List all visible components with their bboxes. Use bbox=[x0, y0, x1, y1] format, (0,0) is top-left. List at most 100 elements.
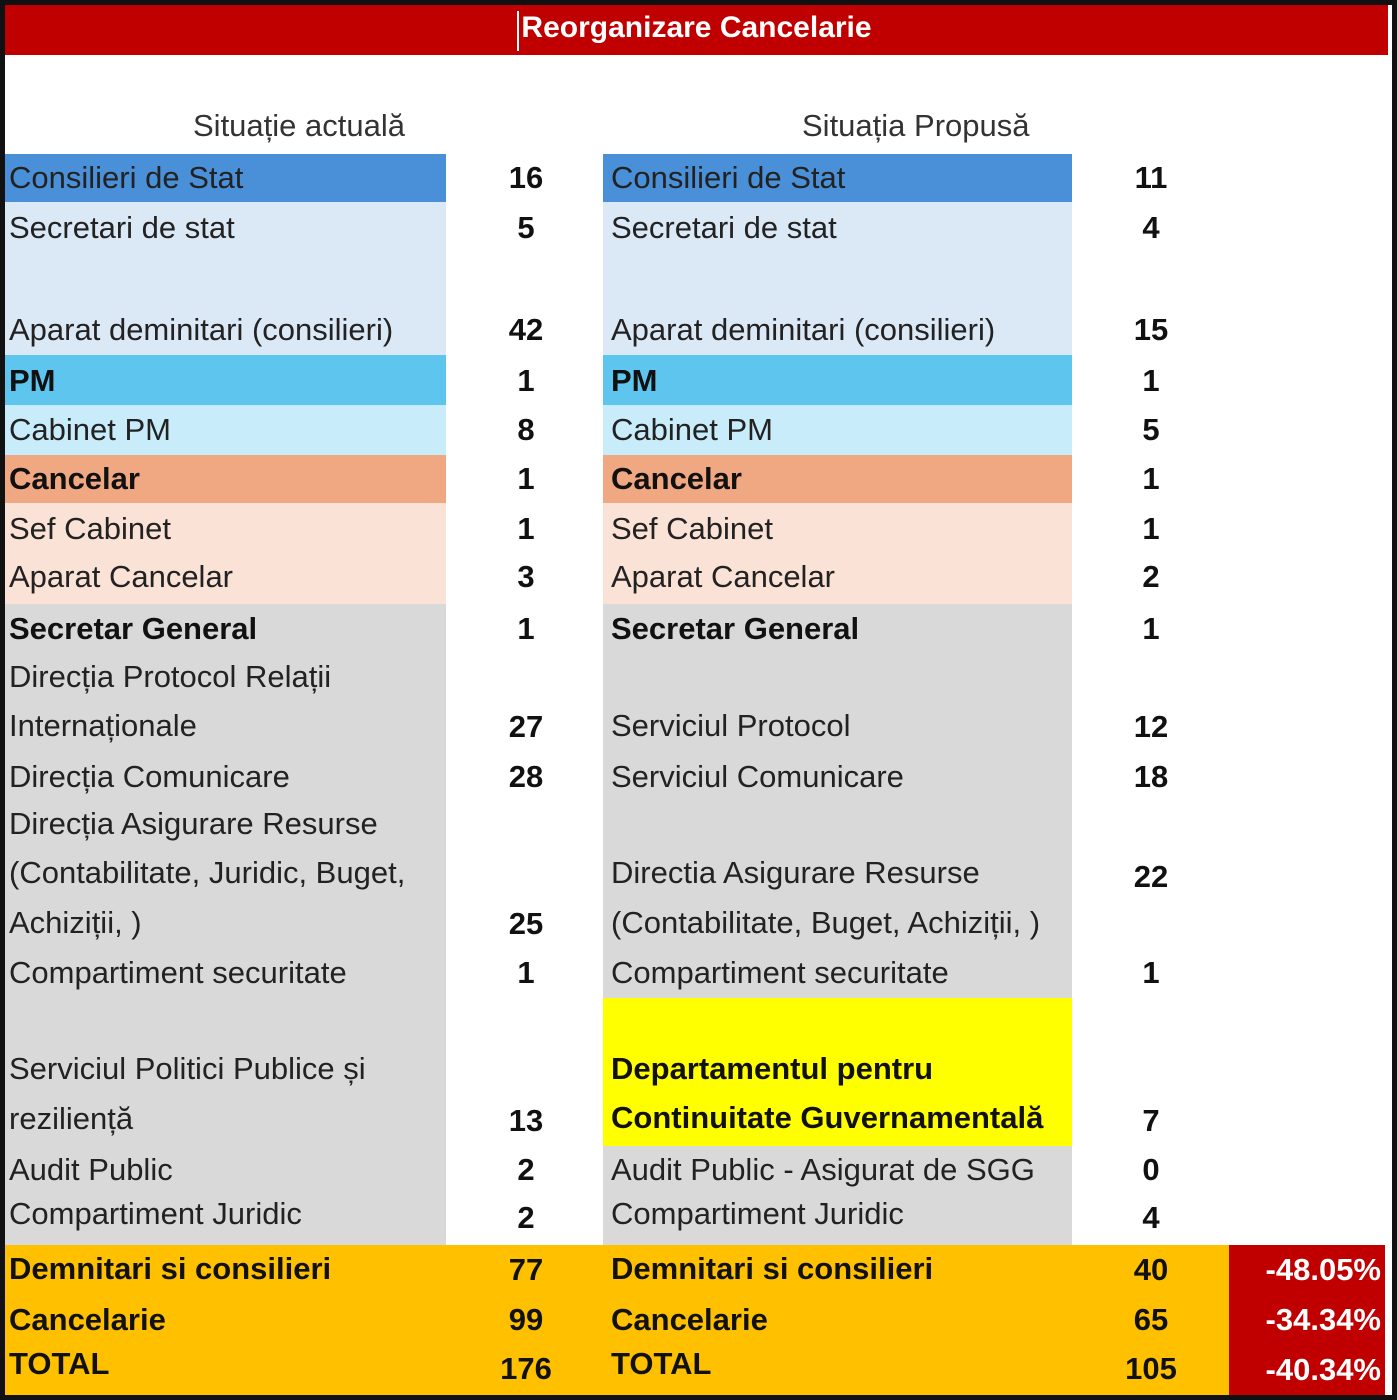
proposed-cancelar-value: 1 bbox=[1142, 461, 1160, 496]
current-aparat-label: Aparat deminitari (consilieri) bbox=[9, 312, 394, 347]
current-audit-value: 2 bbox=[517, 1152, 535, 1187]
bg-proposed-consilieri bbox=[603, 154, 1072, 202]
current-aparat-cancelar-label: Aparat Cancelar bbox=[9, 559, 234, 594]
current-aparat-value: 42 bbox=[508, 312, 544, 347]
current-cancelar-label: Cancelar bbox=[9, 461, 140, 496]
proposed-sg-value: 1 bbox=[1142, 611, 1160, 646]
proposed-consilieri-label: Consilieri de Stat bbox=[611, 160, 846, 195]
current-resurse-label-1: Direcția Asigurare Resurse bbox=[9, 806, 378, 841]
proposed-aparat-value: 15 bbox=[1133, 312, 1169, 347]
total-cancelarie-proposed-label: Cancelarie bbox=[611, 1302, 768, 1337]
total-total-proposed-value: 105 bbox=[1125, 1351, 1177, 1386]
proposed-sef-cabinet-label: Sef Cabinet bbox=[611, 511, 773, 546]
proposed-departament-label-1: Departamentul pentru bbox=[611, 1051, 934, 1086]
current-sef-cabinet-label: Sef Cabinet bbox=[9, 511, 171, 546]
total-total-current-value: 176 bbox=[500, 1351, 552, 1386]
total-total-current-label: TOTAL bbox=[9, 1346, 110, 1381]
bg-current-pm bbox=[5, 355, 446, 405]
current-consilieri-label: Consilieri de Stat bbox=[9, 160, 244, 195]
bg-totals bbox=[5, 1245, 1229, 1395]
current-consilieri-value: 16 bbox=[508, 160, 544, 195]
cell-cursor bbox=[517, 11, 519, 51]
total-demnitari-current-label: Demnitari si consilieri bbox=[9, 1251, 332, 1286]
current-pm-value: 1 bbox=[517, 363, 535, 398]
header-proposed: Situația Propusă bbox=[802, 108, 1030, 143]
bg-current-secretari bbox=[5, 202, 446, 355]
bg-proposed-cabinet-pm bbox=[603, 405, 1072, 455]
current-cancelar-value: 1 bbox=[517, 461, 535, 496]
proposed-resurse-value: 22 bbox=[1133, 859, 1169, 894]
current-pm-label: PM bbox=[9, 363, 56, 398]
current-politici-label-2: reziliență bbox=[9, 1101, 134, 1136]
proposed-secretari-label: Secretari de stat bbox=[611, 210, 837, 245]
title-bar: Reorganizare Cancelarie bbox=[5, 5, 1388, 55]
current-protocol-label-2: Internaționale bbox=[9, 708, 197, 743]
proposed-cancelar-label: Cancelar bbox=[611, 461, 742, 496]
total-total-proposed-label: TOTAL bbox=[611, 1346, 712, 1381]
current-politici-value: 13 bbox=[508, 1103, 544, 1138]
proposed-resurse-label-2: (Contabilitate, Buget, Achiziții, ) bbox=[611, 905, 1041, 940]
proposed-pm-value: 1 bbox=[1142, 363, 1160, 398]
current-sg-value: 1 bbox=[517, 611, 535, 646]
proposed-sg-label: Secretar General bbox=[611, 611, 860, 646]
total-cancelarie-change: -34.34% bbox=[1229, 1295, 1385, 1345]
proposed-comunicare-value: 18 bbox=[1133, 759, 1169, 794]
proposed-audit-value: 0 bbox=[1142, 1152, 1160, 1187]
proposed-securitate-label: Compartiment securitate bbox=[611, 955, 949, 990]
current-comunicare-value: 28 bbox=[508, 759, 544, 794]
bg-proposed-audit bbox=[603, 1146, 1072, 1245]
proposed-juridic-value: 4 bbox=[1142, 1200, 1160, 1235]
proposed-sef-cabinet-value: 1 bbox=[1142, 511, 1160, 546]
current-sef-cabinet-value: 1 bbox=[517, 511, 535, 546]
proposed-departament-value: 7 bbox=[1142, 1103, 1160, 1138]
proposed-securitate-value: 1 bbox=[1142, 955, 1160, 990]
proposed-audit-label: Audit Public - Asigurat de SGG bbox=[611, 1152, 1035, 1187]
current-audit-label: Audit Public bbox=[9, 1152, 173, 1187]
current-comunicare-label: Direcția Comunicare bbox=[9, 759, 290, 794]
proposed-protocol-value: 12 bbox=[1133, 709, 1169, 744]
current-juridic-label: Compartiment Juridic bbox=[9, 1196, 302, 1231]
proposed-juridic-label: Compartiment Juridic bbox=[611, 1196, 904, 1231]
total-cancelarie-current-label: Cancelarie bbox=[9, 1302, 166, 1337]
proposed-pm-label: PM bbox=[611, 363, 658, 398]
proposed-departament-label-2: Continuitate Guvernamentală bbox=[611, 1100, 1044, 1135]
bg-current-consilieri bbox=[5, 154, 446, 202]
proposed-cabinet-pm-value: 5 bbox=[1142, 412, 1160, 447]
proposed-consilieri-value: 11 bbox=[1134, 160, 1168, 195]
page-title: Reorganizare Cancelarie bbox=[521, 11, 872, 44]
proposed-aparat-cancelar-label: Aparat Cancelar bbox=[611, 559, 836, 594]
bg-current-cancelar-staff bbox=[5, 503, 446, 604]
current-secretari-value: 5 bbox=[517, 210, 535, 245]
current-cabinet-pm-label: Cabinet PM bbox=[9, 412, 171, 447]
total-demnitari-change: -48.05% bbox=[1229, 1245, 1385, 1295]
proposed-aparat-label: Aparat deminitari (consilieri) bbox=[611, 312, 996, 347]
current-resurse-value: 25 bbox=[508, 906, 544, 941]
current-aparat-cancelar-value: 3 bbox=[517, 559, 535, 594]
proposed-protocol-label: Serviciul Protocol bbox=[611, 708, 851, 743]
current-sg-label: Secretar General bbox=[9, 611, 258, 646]
bg-proposed-pm bbox=[603, 355, 1072, 405]
current-securitate-value: 1 bbox=[517, 955, 535, 990]
total-cancelarie-proposed-value: 65 bbox=[1133, 1302, 1169, 1337]
header-current: Situație actuală bbox=[193, 108, 405, 143]
bg-proposed-sg bbox=[603, 604, 1072, 998]
bg-current-cancelar bbox=[5, 455, 446, 503]
current-resurse-label-3: Achiziții, ) bbox=[9, 905, 142, 940]
total-demnitari-proposed-value: 40 bbox=[1133, 1252, 1169, 1287]
bg-proposed-cancelar bbox=[603, 455, 1072, 503]
total-total-change: -40.34% bbox=[1229, 1345, 1385, 1395]
proposed-aparat-cancelar-value: 2 bbox=[1142, 559, 1160, 594]
proposed-resurse-label-1: Directia Asigurare Resurse bbox=[611, 855, 980, 890]
proposed-secretari-value: 4 bbox=[1142, 210, 1160, 245]
current-securitate-label: Compartiment securitate bbox=[9, 955, 347, 990]
proposed-cabinet-pm-label: Cabinet PM bbox=[611, 412, 773, 447]
bg-proposed-highlight bbox=[603, 998, 1072, 1146]
current-protocol-label-1: Direcția Protocol Relații bbox=[9, 659, 332, 694]
current-cabinet-pm-value: 8 bbox=[517, 412, 535, 447]
bg-proposed-cancelar-staff bbox=[603, 503, 1072, 604]
current-politici-label-1: Serviciul Politici Publice și bbox=[9, 1051, 366, 1086]
total-cancelarie-current-value: 99 bbox=[508, 1302, 544, 1337]
current-resurse-label-2: (Contabilitate, Juridic, Buget, bbox=[9, 855, 406, 890]
bg-current-cabinet-pm bbox=[5, 405, 446, 455]
